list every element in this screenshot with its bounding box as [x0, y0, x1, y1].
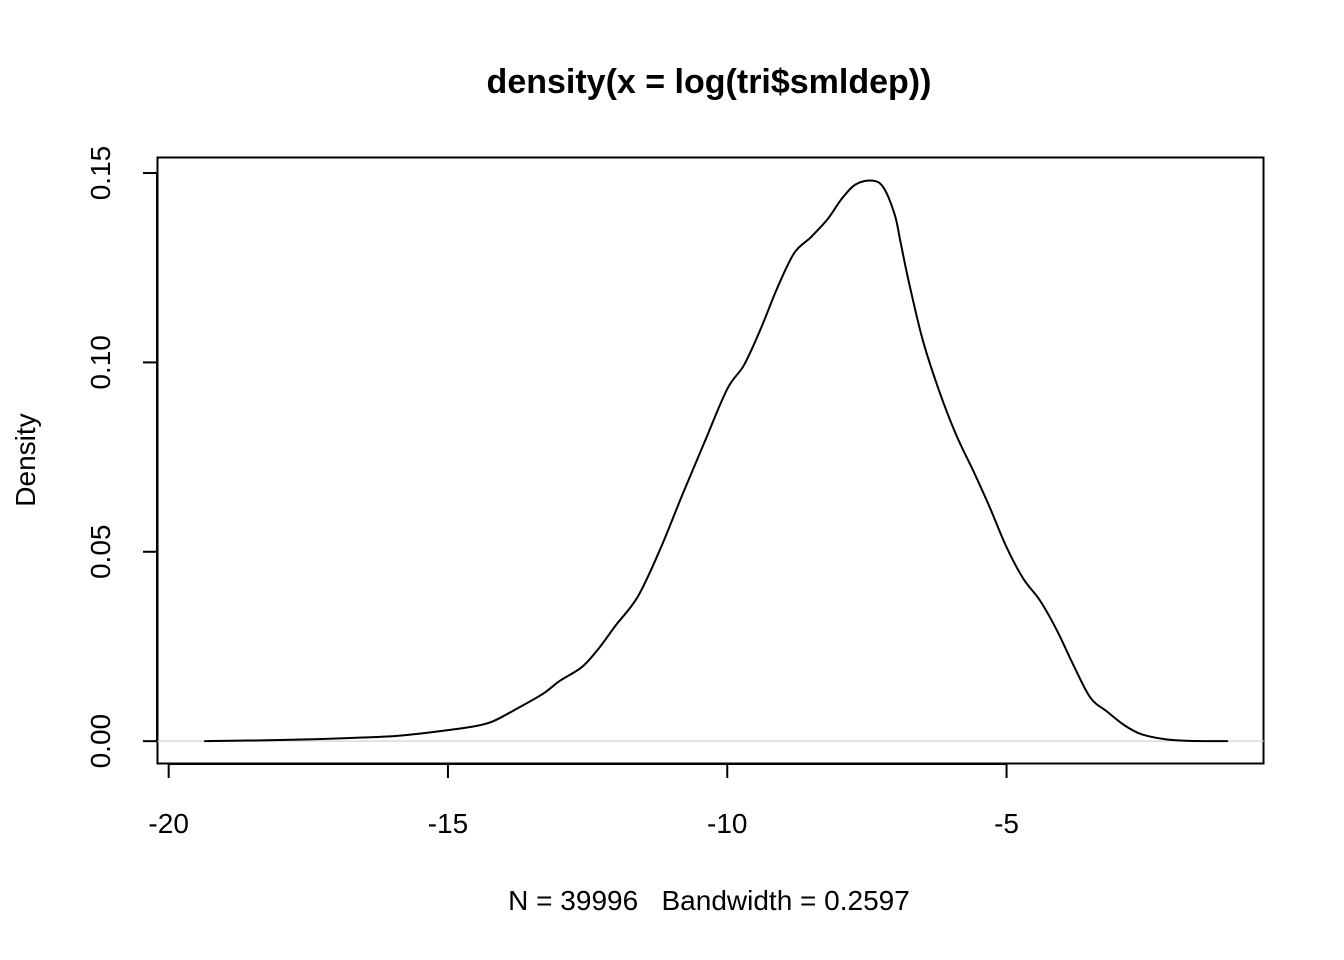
y-tick-label: 0.00 [85, 714, 116, 769]
x-axis: -20 -15 -10 -5 [148, 763, 1019, 839]
x-tick-label: -5 [994, 808, 1019, 839]
x-tick-label: -15 [428, 808, 468, 839]
plot-frame [156, 156, 1265, 765]
x-axis-label: N = 39996 Bandwidth = 0.2597 [508, 885, 910, 916]
y-tick-label: 0.10 [85, 335, 116, 390]
y-tick-label: 0.15 [85, 146, 116, 201]
density-line [203, 179, 1229, 743]
y-axis: 0.00 0.05 0.10 0.15 [85, 146, 158, 769]
x-tick-label: -10 [707, 808, 747, 839]
y-tick-label: 0.05 [85, 525, 116, 580]
y-axis-label: Density [10, 413, 41, 506]
x-tick-label: -20 [148, 808, 188, 839]
chart-title: density(x = log(tri$smldep)) [487, 63, 932, 101]
